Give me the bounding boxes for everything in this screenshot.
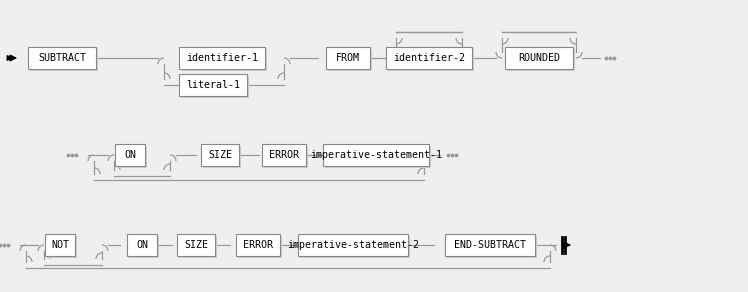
FancyBboxPatch shape	[323, 144, 429, 166]
Text: FROM: FROM	[336, 53, 360, 63]
FancyBboxPatch shape	[447, 236, 537, 258]
FancyBboxPatch shape	[388, 49, 474, 71]
FancyBboxPatch shape	[129, 236, 159, 258]
FancyBboxPatch shape	[30, 49, 98, 71]
FancyBboxPatch shape	[181, 76, 249, 98]
Text: ON: ON	[124, 150, 136, 160]
Text: imperative-statement-2: imperative-statement-2	[287, 240, 419, 250]
FancyBboxPatch shape	[326, 47, 370, 69]
Text: identifier-1: identifier-1	[186, 53, 258, 63]
FancyBboxPatch shape	[300, 236, 410, 258]
FancyBboxPatch shape	[236, 234, 280, 256]
FancyBboxPatch shape	[127, 234, 157, 256]
Text: imperative-statement-1: imperative-statement-1	[310, 150, 442, 160]
FancyBboxPatch shape	[115, 144, 145, 166]
FancyBboxPatch shape	[177, 234, 215, 256]
FancyBboxPatch shape	[47, 236, 77, 258]
FancyBboxPatch shape	[28, 47, 96, 69]
Text: literal-1: literal-1	[186, 80, 240, 90]
Text: NOT: NOT	[51, 240, 69, 250]
Text: identifier-2: identifier-2	[393, 53, 465, 63]
Text: ERROR: ERROR	[269, 150, 299, 160]
Text: SUBTRACT: SUBTRACT	[38, 53, 86, 63]
FancyBboxPatch shape	[117, 146, 147, 168]
FancyBboxPatch shape	[179, 74, 247, 96]
FancyBboxPatch shape	[264, 146, 308, 168]
FancyBboxPatch shape	[325, 146, 431, 168]
FancyBboxPatch shape	[203, 146, 241, 168]
FancyBboxPatch shape	[386, 47, 472, 69]
FancyBboxPatch shape	[181, 49, 267, 71]
FancyBboxPatch shape	[45, 234, 75, 256]
Text: END-SUBTRACT: END-SUBTRACT	[454, 240, 526, 250]
FancyBboxPatch shape	[505, 47, 573, 69]
FancyBboxPatch shape	[298, 234, 408, 256]
FancyBboxPatch shape	[262, 144, 306, 166]
Text: SIZE: SIZE	[208, 150, 232, 160]
Text: ON: ON	[136, 240, 148, 250]
FancyBboxPatch shape	[238, 236, 282, 258]
Text: ERROR: ERROR	[243, 240, 273, 250]
FancyBboxPatch shape	[328, 49, 372, 71]
Text: SIZE: SIZE	[184, 240, 208, 250]
FancyBboxPatch shape	[179, 47, 265, 69]
FancyBboxPatch shape	[445, 234, 535, 256]
FancyBboxPatch shape	[201, 144, 239, 166]
Text: ROUNDED: ROUNDED	[518, 53, 560, 63]
FancyBboxPatch shape	[179, 236, 217, 258]
FancyBboxPatch shape	[507, 49, 575, 71]
